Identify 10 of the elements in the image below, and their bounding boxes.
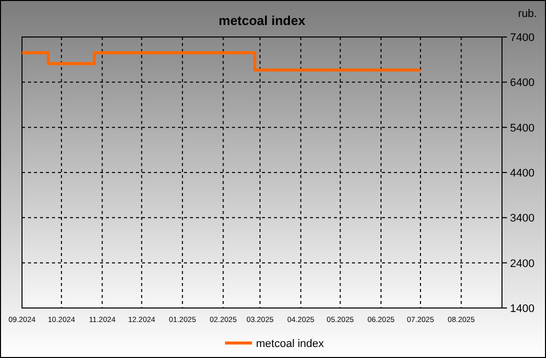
y-tick-label: 4400 <box>510 168 534 180</box>
y-tick-label: 2400 <box>510 258 534 270</box>
y-tick-label: 1400 <box>510 303 534 315</box>
y-tick-label: 6400 <box>510 77 534 90</box>
y-tick-label: 7400 <box>510 32 534 44</box>
chart-title: metcoal index <box>218 13 306 28</box>
y-tick-label: 3400 <box>510 212 534 225</box>
y-tick-label: 5400 <box>510 122 534 134</box>
y-axis-title: rub. <box>518 8 537 20</box>
legend-label: metcoal index <box>256 338 324 350</box>
